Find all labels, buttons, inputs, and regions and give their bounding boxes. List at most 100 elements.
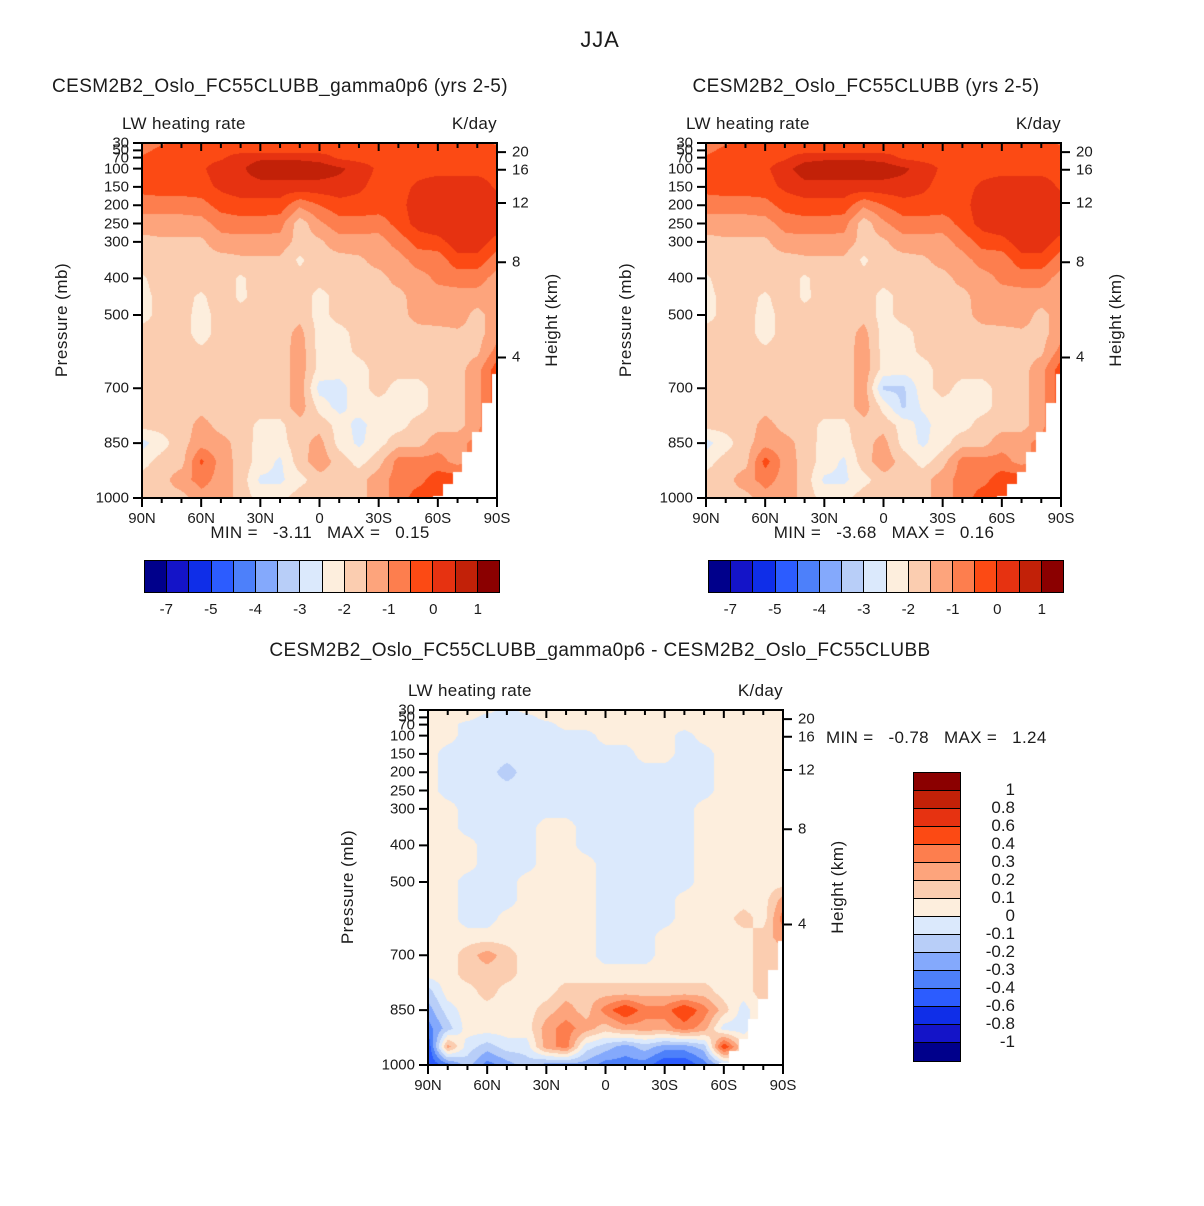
colorbar-cell (775, 561, 798, 592)
panel3-colorbar-tick-label: -0.4 (985, 978, 1015, 997)
panel3-pressure-tick-label: 30 (398, 701, 415, 719)
panel3-colorbar-tick-label: 0.4 (991, 834, 1015, 853)
colorbar-cell (914, 989, 960, 1007)
panel2-pressure-tick-label: 250 (667, 215, 693, 232)
panel3-height-tick-label: 4 (798, 915, 807, 933)
panel3-lat-tick-label: 0 (601, 1077, 610, 1094)
colorbar-cell (914, 773, 960, 791)
panel2-pressure-tick-label: 500 (667, 306, 693, 324)
panel3-colorbar-tick-label: -0.6 (985, 996, 1015, 1015)
panel3-colorbar-tick-label: 1 (1005, 780, 1015, 799)
colorbar-cell (914, 971, 960, 989)
panel1-lat-tick-label: 30N (246, 510, 275, 527)
colorbar-cell (344, 561, 367, 592)
panel1-pressure-tick-label: 400 (103, 269, 129, 287)
panel1-height-tick-label: 16 (512, 161, 529, 179)
panel3-colorbar (913, 772, 961, 1062)
panel1-lat-tick-label: 90S (483, 510, 511, 527)
panel3-colorbar-tick-label: 0.2 (991, 870, 1015, 889)
panel3-colorbar-tick-label: -0.1 (985, 924, 1015, 943)
panel2-pressure-tick-label: 100 (667, 160, 693, 178)
panel2-height-tick-label: 16 (1076, 161, 1093, 179)
panel2-pressure-axis-label: Pressure (mb) (616, 262, 635, 378)
panel1-pressure-tick-label: 1000 (95, 489, 129, 507)
colorbar-cell (864, 561, 887, 592)
panel2-pressure-tick-label: 300 (667, 233, 693, 251)
panel3-pressure-tick-label: 400 (389, 836, 415, 854)
panel3-colorbar-tick-label: -0.2 (985, 942, 1015, 961)
panel1-colorbar-tick-label: 0 (429, 601, 438, 618)
panel2-lat-tick-label: 30N (810, 510, 839, 527)
panel2-colorbar-tick-label: 0 (993, 601, 1002, 618)
panel2-pressure-tick-label: 1000 (659, 489, 693, 507)
panel2-pressure-tick-label: 50 (676, 141, 693, 159)
colorbar-cell (389, 561, 412, 592)
panel3-colorbar-tick-label: -0.3 (985, 960, 1015, 979)
panel3-pressure-tick-label: 100 (389, 727, 415, 745)
panel3-pressure-tick-label: 700 (389, 946, 415, 964)
colorbar-cell (366, 561, 390, 592)
panel1-lat-tick-label: 90N (128, 510, 156, 527)
panel3-pressure-tick-label: 150 (389, 745, 415, 763)
panel2-left-sublabel: LW heating rate (686, 114, 810, 133)
colorbar-cell (914, 899, 960, 917)
panel3-colorbar-tick-label: 0.8 (991, 798, 1015, 817)
colorbar-cell (908, 561, 931, 592)
panel2-title: CESM2B2_Oslo_FC55CLUBB (yrs 2-5) (692, 76, 1040, 97)
panel1-height-tick-label: 8 (512, 253, 521, 271)
panel3-pressure-tick-label: 850 (389, 1001, 415, 1019)
panel1-pressure-tick-label: 700 (103, 379, 129, 397)
panel3-height-tick-label: 8 (798, 820, 807, 838)
panel3-pressure-axis-label: Pressure (mb) (338, 829, 357, 945)
colorbar-cell (255, 561, 279, 592)
panel2-colorbar (708, 560, 1064, 593)
panel1-lat-tick-label: 30S (365, 510, 393, 527)
panel1-colorbar-tick-label: -5 (204, 601, 218, 618)
figure-season-title: JJA (580, 27, 620, 52)
colorbar-cell (842, 561, 865, 592)
panel1-min-value: -3.11 (272, 523, 313, 542)
panel3-minmax: MIN = -0.78 MAX = 1.24 (826, 728, 1047, 748)
colorbar-cell (953, 561, 976, 592)
panel3-lat-tick-label: 90N (414, 1077, 442, 1094)
panel3-lat-tick-label: 30N (532, 1077, 561, 1094)
panel3-lat-tick-label: 60N (473, 1077, 501, 1094)
panel2-lat-tick-label: 90S (1047, 510, 1075, 527)
panel2-pressure-tick-label: 850 (667, 434, 693, 452)
panel3-contour-plot (428, 710, 783, 1065)
panel1-height-axis-label: Height (km) (542, 273, 561, 367)
panel2-height-axis-label: Height (km) (1106, 273, 1125, 367)
panel1-pressure-tick-label: 200 (103, 196, 129, 214)
panel3-units-label: K/day (737, 681, 783, 700)
panel1-contour-plot (142, 143, 497, 498)
panel3-height-tick-label: 12 (798, 761, 815, 779)
panel2-colorbar-tick-label: -1 (946, 601, 960, 618)
panel3-min-value: -0.78 (888, 728, 929, 747)
panel3-min-label: MIN = (826, 728, 874, 747)
panel3-pressure-tick-label: 70 (398, 716, 415, 734)
colorbar-cell (914, 863, 960, 881)
panel2-pressure-tick-label: 70 (676, 149, 693, 167)
panel1-lat-tick-label: 60N (187, 510, 215, 527)
panel3-max-label: MAX = (943, 728, 998, 747)
panel2-units-label: K/day (1015, 114, 1061, 133)
panel3-max-value: 1.24 (1012, 728, 1047, 747)
colorbar-cell (819, 561, 843, 592)
colorbar-cell (930, 561, 954, 592)
colorbar-cell (914, 827, 960, 845)
panel1-colorbar-tick-label: -3 (293, 601, 307, 618)
colorbar-cell (322, 561, 345, 592)
panel2-pressure-tick-label: 400 (667, 269, 693, 287)
colorbar-cell (1041, 561, 1063, 592)
panel3-colorbar-tick-label: 0.1 (991, 888, 1015, 907)
panel2-lat-tick-label: 60N (751, 510, 779, 527)
panel3-pressure-tick-label: 500 (389, 873, 415, 891)
panel1-left-sublabel: LW heating rate (122, 114, 246, 133)
colorbar-cell (167, 561, 190, 592)
panel3-colorbar-tick-label: 0.3 (991, 852, 1015, 871)
colorbar-cell (477, 561, 499, 592)
colorbar-cell (914, 809, 960, 827)
colorbar-cell (975, 561, 998, 592)
panel1-pressure-axis-label: Pressure (mb) (52, 262, 71, 378)
